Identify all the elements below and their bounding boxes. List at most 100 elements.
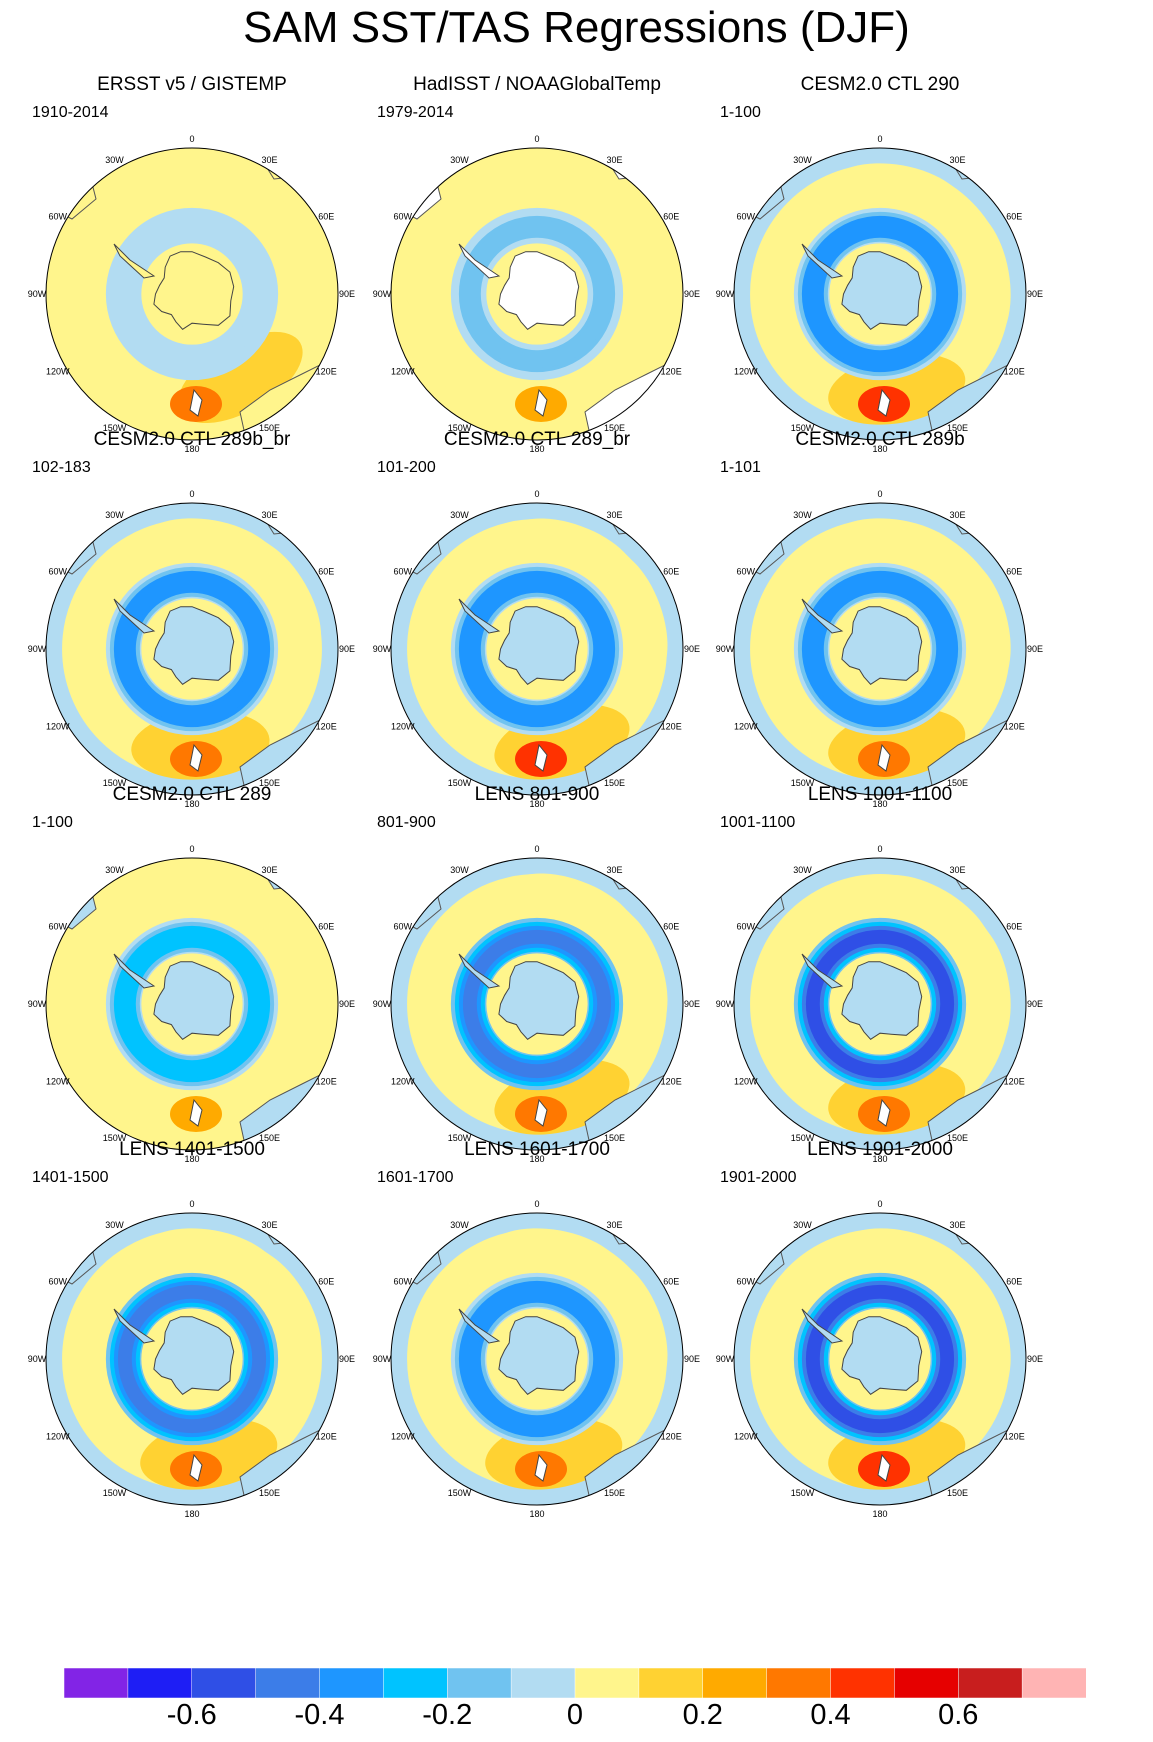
longitude-label: 90W (28, 644, 47, 654)
map-panel: CESM2.0 CTL 289b 1-101 0 30E 60E 90E 120E 150E 1… (688, 427, 1072, 821)
longitude-label: 60W (49, 922, 68, 932)
longitude-label: 60W (394, 567, 413, 577)
longitude-label: 150E (259, 778, 280, 788)
panel-title: ERSST v5 / GISTEMP (97, 74, 287, 95)
polar-map: 0 30E 60E 90E 120E 150E 180 150W 120W 90W 60W 30W (373, 489, 700, 809)
map-border (390, 147, 684, 441)
longitude-label: 120W (391, 1432, 415, 1442)
colorbar-tick-label: -0.4 (294, 1699, 345, 1731)
longitude-label: 120E (1004, 367, 1025, 377)
panel-period: 1901-2000 (720, 1169, 797, 1186)
longitude-label: 60W (737, 1277, 756, 1287)
new-zealand (534, 743, 548, 772)
longitude-label: 120W (734, 1432, 758, 1442)
panel-title: HadISST / NOAAGlobalTemp (413, 74, 661, 95)
colorbar-tick-label: 0.2 (682, 1699, 723, 1731)
panel-title: CESM2.0 CTL 289b (795, 429, 965, 450)
outer-band (391, 1213, 683, 1505)
longitude-label: 120E (1004, 722, 1025, 732)
longitude-label: 90W (373, 289, 392, 299)
antarctic-peninsula (801, 953, 844, 989)
longitude-label: 120W (46, 367, 70, 377)
colorbar-tick-label: -0.2 (422, 1699, 473, 1731)
coastal-band (829, 953, 931, 1055)
longitude-label: 90E (1027, 644, 1043, 654)
longitude-label: 120E (316, 722, 337, 732)
antarctic-peninsula (801, 243, 844, 279)
antarctica-landmass (498, 961, 580, 1040)
map-border (733, 502, 1027, 796)
map-panel: CESM2.0 CTL 289b_br 102-183 0 30E 60E 90E 120E… (0, 427, 384, 821)
antarctic-peninsula (113, 1308, 156, 1344)
longitude-label: 180 (872, 1509, 887, 1519)
longitude-label: 120E (316, 1077, 337, 1087)
cold-ring (117, 219, 267, 369)
antarctic-peninsula (458, 598, 501, 634)
outer-band (391, 503, 683, 795)
longitude-label: 90E (684, 644, 700, 654)
outer-band (46, 503, 338, 795)
longitude-label: 150W (791, 1133, 815, 1143)
longitude-label: 120E (661, 1077, 682, 1087)
longitude-label: 180 (184, 444, 199, 454)
warm-anomaly (467, 163, 607, 232)
longitude-label: 0 (189, 489, 194, 499)
longitude-label: 180 (529, 1509, 544, 1519)
longitude-label: 30E (261, 865, 277, 875)
longitude-label: 0 (534, 1199, 539, 1209)
longitude-label: 60E (1006, 567, 1022, 577)
colorbar-tick-label: -0.6 (166, 1699, 217, 1731)
longitude-label: 60E (1006, 212, 1022, 222)
panel-title: LENS 801-900 (474, 784, 600, 805)
longitude-label: 60E (318, 1277, 334, 1287)
new-zealand (534, 1098, 548, 1127)
antarctica-landmass (498, 606, 580, 685)
longitude-label: 120W (734, 1077, 758, 1087)
new-zealand (877, 388, 891, 417)
longitude-label: 120W (46, 722, 70, 732)
longitude-label: 120E (1004, 1432, 1025, 1442)
colorbar-tick-label: 0.4 (810, 1699, 851, 1731)
longitude-label: 180 (529, 1154, 544, 1164)
antarctica-landmass (153, 251, 235, 330)
longitude-label: 120E (661, 1432, 682, 1442)
longitude-label: 90E (1027, 1354, 1043, 1364)
longitude-label: 150E (947, 778, 968, 788)
longitude-label: 0 (189, 844, 194, 854)
longitude-label: 60E (1006, 1277, 1022, 1287)
colorbar-box (638, 1668, 704, 1698)
longitude-label: 150E (947, 1133, 968, 1143)
panel-period: 1910-2014 (32, 104, 109, 121)
cold-ring (117, 1284, 267, 1434)
colorbar-box (1021, 1668, 1086, 1698)
longitude-label: 60W (394, 922, 413, 932)
longitude-label: 30W (105, 510, 124, 520)
longitude-label: 60E (318, 922, 334, 932)
colorbar (64, 1668, 1086, 1698)
longitude-label: 150W (791, 423, 815, 433)
longitude-label: 30W (105, 1220, 124, 1230)
longitude-label: 180 (872, 799, 887, 809)
longitude-label: 120W (46, 1077, 70, 1087)
panel-period: 102-183 (32, 459, 91, 476)
panel-period: 1401-1500 (32, 1169, 109, 1186)
cold-ring (805, 219, 955, 369)
outer-band (46, 148, 338, 440)
panel-period: 1979-2014 (377, 104, 454, 121)
map-panel: LENS 1001-1100 1001-1100 0 30E 60E 90E 120E 150… (688, 782, 1072, 1176)
outer-band (46, 1213, 338, 1505)
longitude-label: 150E (604, 778, 625, 788)
outer-band (391, 148, 683, 440)
map-border (733, 857, 1027, 1151)
outer-band (734, 858, 1026, 1150)
longitude-label: 60E (663, 567, 679, 577)
colorbar-box (958, 1668, 1023, 1698)
longitude-label: 150E (604, 1133, 625, 1143)
map-panel: LENS 1901-2000 1901-2000 0 30E 60E 90E 120E 150… (688, 1137, 1072, 1531)
coastal-band (486, 243, 588, 345)
antarctica-landmass (498, 251, 580, 330)
longitude-label: 150W (448, 1488, 472, 1498)
longitude-label: 90W (716, 289, 735, 299)
longitude-label: 30E (949, 155, 965, 165)
longitude-label: 60W (737, 567, 756, 577)
